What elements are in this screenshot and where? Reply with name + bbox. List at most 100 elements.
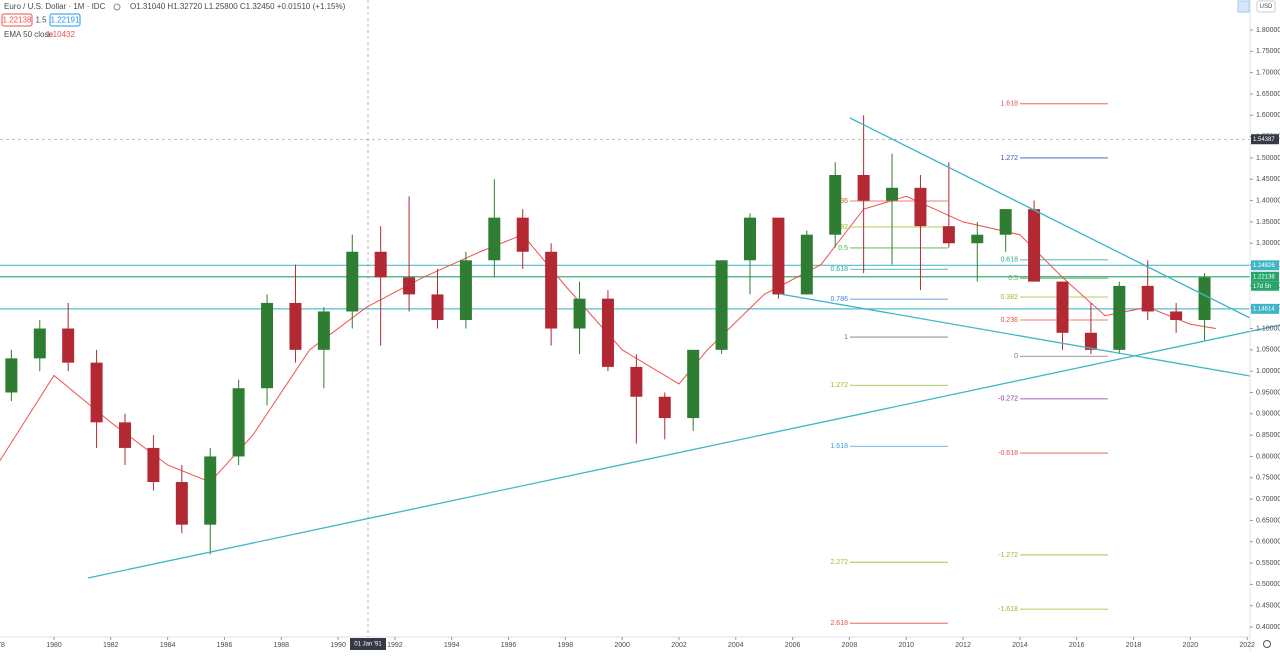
fib-label: 1.618 [1000, 101, 1018, 108]
icon [113, 3, 121, 11]
price-label: 1.24826 [1253, 263, 1275, 269]
price-label-box [1251, 260, 1279, 271]
candle-body [119, 422, 131, 448]
ohlc: O1.31040 H1.32720 L1.25800 C1.32450 +0.0… [130, 2, 346, 11]
fib-label: 0.618 [830, 266, 848, 273]
candle-body [431, 294, 444, 320]
candle-body [999, 209, 1012, 235]
crosshair-date: 01 Jan '91 [354, 642, 382, 648]
fib-label: 0.5 [838, 245, 848, 252]
candle-body [744, 217, 756, 261]
candle-body [1028, 209, 1041, 282]
y-tick-label: 1.75000 [1256, 48, 1280, 55]
candle-body [374, 251, 387, 278]
candle-body [715, 260, 728, 350]
candle-body [317, 311, 330, 350]
candle-body [175, 482, 188, 525]
countdown: 17d 5h [1253, 284, 1271, 290]
candle-body [147, 447, 160, 483]
candle-body [971, 234, 984, 244]
axes: 0.40000 0.45000 0.50000 0.55000 0.60000 0.650… [0, 27, 1280, 649]
x-tick-label: 1982 [103, 642, 119, 649]
candle-body [601, 298, 614, 367]
fib-label: 0.382 [1000, 294, 1018, 301]
x-tick-label: 1996 [501, 642, 517, 649]
candle-body [1170, 311, 1183, 320]
y-tick-label: 0.65000 [1256, 517, 1280, 524]
sell-button[interactable] [1, 13, 33, 27]
candle-body [1084, 332, 1097, 350]
fib-label: 1.272 [1000, 155, 1018, 162]
fib-label: -0.618 [998, 450, 1018, 457]
candle-body [1113, 285, 1126, 350]
candle-body [1141, 285, 1154, 312]
toggle[interactable] [1237, 0, 1250, 13]
fib-label: 1.272 [830, 382, 848, 389]
candle-body [33, 328, 46, 359]
x-tick-label: 2004 [728, 642, 744, 649]
candle-body [204, 456, 217, 525]
fib-label: 1.618 [830, 443, 848, 450]
candle-body [658, 396, 671, 419]
x-tick-label: 2010 [898, 642, 914, 649]
candle-body [346, 251, 359, 312]
candle-body [857, 175, 870, 201]
x-tick-label: 2020 [1183, 642, 1199, 649]
price-label: 1.22138 [1253, 274, 1275, 280]
candle-body [914, 187, 927, 227]
ema-line [0, 195, 1216, 483]
indicator: EMA 50 close [4, 30, 53, 39]
currency-button[interactable] [1256, 0, 1276, 13]
y-tick-label: 0.95000 [1256, 389, 1280, 396]
x-tick-label: 1998 [558, 642, 574, 649]
fib-label: 0 [1014, 353, 1018, 360]
candle-body [459, 260, 472, 320]
x-tick-label: 1988 [273, 642, 289, 649]
y-tick-label: 0.80000 [1256, 453, 1280, 460]
candle-body [800, 234, 813, 295]
candle-body [829, 175, 842, 235]
x-tick-label: 1990 [330, 642, 346, 649]
price-label-box [1251, 134, 1279, 145]
y-tick-label: 0.45000 [1256, 603, 1280, 610]
x-tick-label: 1978 [0, 642, 5, 649]
y-tick-label: 1.30000 [1256, 240, 1280, 247]
price-label-box [1251, 271, 1279, 282]
fib-label: 0.786 [830, 296, 848, 303]
y-tick-label: 1.80000 [1256, 27, 1280, 34]
candle-body [488, 217, 501, 261]
y-tick-label: 1.60000 [1256, 112, 1280, 119]
y-tick-label: 0.55000 [1256, 560, 1280, 567]
y-tick-label: 1.10000 [1256, 325, 1280, 332]
buy-button[interactable] [49, 13, 81, 27]
y-tick-label: 1.00000 [1256, 368, 1280, 375]
x-tick-label: 2022 [1239, 642, 1255, 649]
countdown-box [1251, 281, 1279, 291]
candle-body [772, 217, 785, 295]
settings-icon[interactable] [1263, 640, 1271, 648]
x-tick-label: 2006 [785, 642, 801, 649]
y-tick-label: 0.85000 [1256, 432, 1280, 439]
x-tick-label: 2008 [842, 642, 858, 649]
fib-label: -0.272 [998, 396, 1018, 403]
x-tick-label: 1986 [217, 642, 233, 649]
crosshair-date-box [350, 638, 386, 650]
candle-body [232, 388, 245, 457]
candle-body [630, 366, 643, 397]
candle-body [1198, 277, 1211, 320]
spread: 1.5 [35, 16, 47, 25]
candle-body [5, 358, 18, 393]
trend-line [87, 324, 1280, 579]
y-tick-label: 0.50000 [1256, 581, 1280, 588]
candle-body [545, 251, 558, 329]
y-tick-label: 1.50000 [1256, 155, 1280, 162]
x-tick-label: 1994 [444, 642, 460, 649]
candle-body [90, 362, 103, 423]
candle-body [687, 349, 700, 419]
y-tick-label: 0.90000 [1256, 411, 1280, 418]
y-tick-label: 1.05000 [1256, 347, 1280, 354]
candle-body [403, 277, 416, 295]
candle-body [886, 187, 899, 201]
y-tick-label: 1.35000 [1256, 219, 1280, 226]
